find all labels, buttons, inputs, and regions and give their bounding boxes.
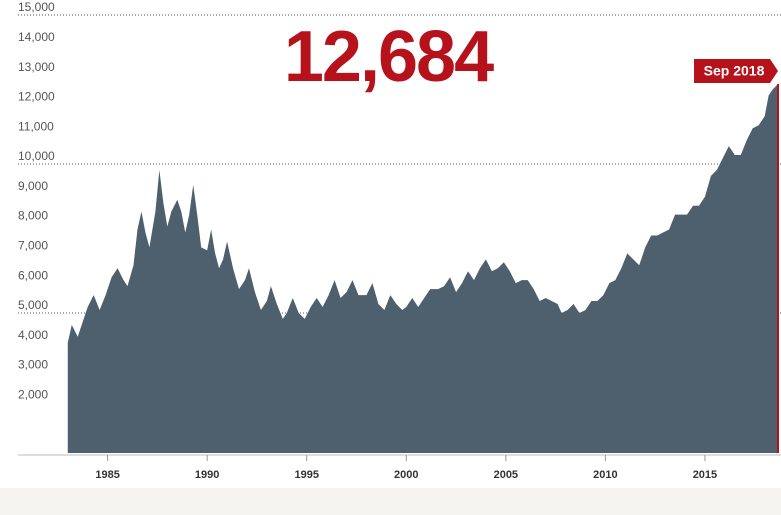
y-tick-label: 7,000 <box>18 239 48 253</box>
label-box <box>694 59 779 84</box>
y-tick-label: 10,000 <box>18 149 55 163</box>
y-tick-label: 14,000 <box>18 30 55 44</box>
y-tick-label: 12,000 <box>18 90 55 104</box>
y-tick-label: 11,000 <box>18 119 54 133</box>
y-tick-label: 6,000 <box>18 268 48 282</box>
x-tick-label: 1990 <box>195 469 219 481</box>
y-tick-label: 4,000 <box>18 328 48 342</box>
x-tick-label: 2005 <box>494 469 518 481</box>
label-text: Sep 2018 <box>704 63 765 79</box>
last-label: Sep 2018 <box>694 59 779 84</box>
y-tick-label: 2,000 <box>18 388 48 402</box>
y-tick-label: 15,000 <box>18 0 55 14</box>
headline: 12,684 <box>284 17 494 97</box>
x-tick-label: 2015 <box>693 469 717 481</box>
y-tick-label: 3,000 <box>18 358 48 372</box>
y-tick-label: 5,000 <box>18 298 48 312</box>
x-tick-label: 1985 <box>95 469 119 481</box>
y-tick-label: 13,000 <box>18 60 55 74</box>
area <box>67 84 779 453</box>
y-tick-label: 8,000 <box>18 209 48 223</box>
x-tick-label: 1995 <box>294 469 318 481</box>
x-tick-label: 2010 <box>593 469 617 481</box>
x-tick-label: 2000 <box>394 469 418 481</box>
y-tick-label: 9,000 <box>18 179 48 193</box>
